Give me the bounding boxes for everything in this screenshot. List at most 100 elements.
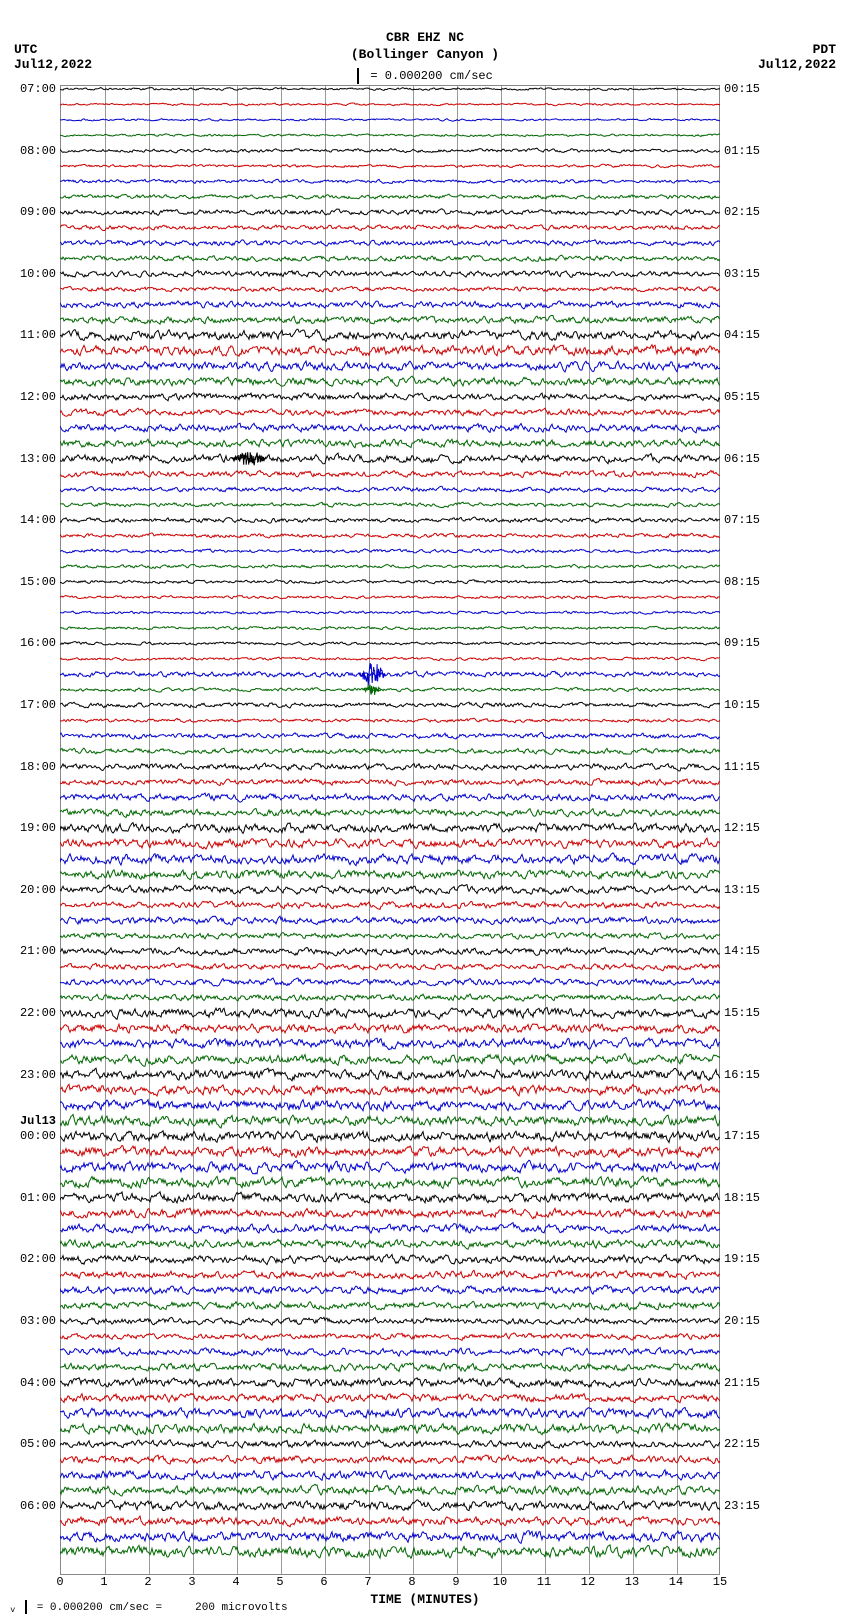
seismic-trace bbox=[60, 793, 720, 802]
tz-left-name: UTC bbox=[14, 42, 92, 57]
right-hour-label: 10:15 bbox=[724, 698, 760, 712]
seismic-trace bbox=[60, 134, 720, 137]
seismic-trace bbox=[60, 933, 720, 940]
x-tick-label: 8 bbox=[408, 1575, 415, 1589]
seismic-trace bbox=[60, 718, 720, 723]
right-hour-label: 12:15 bbox=[724, 821, 760, 835]
right-hour-labels: 00:1501:1502:1503:1504:1505:1506:1507:15… bbox=[722, 85, 850, 1575]
seismic-trace bbox=[60, 1208, 720, 1219]
left-hour-label: 23:00 bbox=[20, 1068, 56, 1082]
x-tick-label: 15 bbox=[713, 1575, 727, 1589]
seismic-trace bbox=[60, 1378, 720, 1388]
x-tick-label: 0 bbox=[56, 1575, 63, 1589]
seismic-trace bbox=[60, 1440, 720, 1449]
left-hour-label: 09:00 bbox=[20, 205, 56, 219]
right-hour-label: 01:15 bbox=[724, 144, 760, 158]
seismic-trace bbox=[60, 1054, 720, 1067]
seismic-trace bbox=[60, 1223, 720, 1234]
tz-right-date: Jul12,2022 bbox=[758, 57, 836, 72]
seismic-trace bbox=[60, 763, 720, 771]
seismic-trace bbox=[60, 1470, 720, 1481]
x-tick-label: 12 bbox=[581, 1575, 595, 1589]
seismic-trace bbox=[60, 1239, 720, 1249]
seismic-trace bbox=[60, 1145, 720, 1157]
seismic-trace bbox=[60, 1484, 720, 1496]
left-hour-label: 22:00 bbox=[20, 1006, 56, 1020]
seismic-trace bbox=[60, 1008, 720, 1020]
seismic-trace bbox=[60, 209, 720, 216]
seismic-trace bbox=[60, 838, 720, 849]
seismic-trace bbox=[60, 809, 720, 818]
left-hour-label: 19:00 bbox=[20, 821, 56, 835]
seismic-trace bbox=[60, 453, 720, 464]
footer-text-right: 200 microvolts bbox=[195, 1602, 287, 1614]
left-hour-label: 10:00 bbox=[20, 267, 56, 281]
seismic-event-burst bbox=[364, 685, 382, 695]
seismic-trace bbox=[60, 408, 720, 416]
seismic-trace bbox=[60, 517, 720, 523]
tz-left-block: UTC Jul12,2022 bbox=[14, 42, 92, 72]
left-hour-label: 13:00 bbox=[20, 452, 56, 466]
left-hour-label: 11:00 bbox=[20, 328, 56, 342]
right-hour-label: 16:15 bbox=[724, 1068, 760, 1082]
seismic-trace bbox=[60, 286, 720, 292]
tz-right-block: PDT Jul12,2022 bbox=[758, 42, 836, 72]
right-hour-label: 18:15 bbox=[724, 1191, 760, 1205]
seismic-trace bbox=[60, 596, 720, 599]
seismic-trace bbox=[60, 1038, 720, 1050]
x-tick-label: 13 bbox=[625, 1575, 639, 1589]
left-hour-label: 16:00 bbox=[20, 636, 56, 650]
seismic-trace bbox=[60, 1024, 720, 1034]
seismic-trace bbox=[60, 88, 720, 91]
seismic-trace bbox=[60, 225, 720, 231]
seismic-event-burst bbox=[359, 663, 385, 686]
seismic-trace bbox=[60, 1192, 720, 1203]
right-hour-label: 02:15 bbox=[724, 205, 760, 219]
left-hour-label: 08:00 bbox=[20, 144, 56, 158]
left-hour-label: 07:00 bbox=[20, 82, 56, 96]
right-hour-label: 00:15 bbox=[724, 82, 760, 96]
seismic-trace bbox=[60, 702, 720, 708]
seismic-trace bbox=[60, 994, 720, 1001]
seismic-trace bbox=[60, 270, 720, 277]
x-tick-label: 10 bbox=[493, 1575, 507, 1589]
station-code: CBR EHZ NC bbox=[0, 30, 850, 47]
x-tick-label: 6 bbox=[320, 1575, 327, 1589]
seismic-trace bbox=[60, 486, 720, 493]
seismic-trace bbox=[60, 823, 720, 834]
seismic-trace bbox=[60, 1363, 720, 1372]
seismic-trace bbox=[60, 255, 720, 261]
x-tick-label: 5 bbox=[276, 1575, 283, 1589]
seismic-trace bbox=[60, 564, 720, 568]
left-hour-label: 21:00 bbox=[20, 944, 56, 958]
seismic-trace bbox=[60, 611, 720, 614]
seismic-trace bbox=[60, 376, 720, 386]
seismic-trace bbox=[60, 148, 720, 153]
left-hour-label: 12:00 bbox=[20, 390, 56, 404]
seismic-trace bbox=[60, 549, 720, 553]
seismic-trace bbox=[60, 1545, 720, 1558]
station-location: (Bollinger Canyon ) bbox=[0, 47, 850, 64]
seismic-trace bbox=[60, 1500, 720, 1511]
right-hour-label: 04:15 bbox=[724, 328, 760, 342]
left-hour-label: 06:00 bbox=[20, 1499, 56, 1513]
right-hour-label: 20:15 bbox=[724, 1314, 760, 1328]
x-tick-label: 2 bbox=[144, 1575, 151, 1589]
seismic-trace bbox=[60, 1516, 720, 1527]
tz-left-date: Jul12,2022 bbox=[14, 57, 92, 72]
x-tick-label: 7 bbox=[364, 1575, 371, 1589]
footer-bar-icon bbox=[25, 1600, 27, 1614]
plot-area bbox=[60, 85, 720, 1575]
seismic-trace bbox=[60, 1270, 720, 1279]
left-hour-label: 18:00 bbox=[20, 760, 56, 774]
seismic-trace bbox=[60, 1254, 720, 1264]
right-hour-label: 05:15 bbox=[724, 390, 760, 404]
seismic-trace bbox=[60, 361, 720, 372]
seismic-trace bbox=[60, 533, 720, 538]
seismic-trace bbox=[60, 1131, 720, 1143]
left-hour-label: 20:00 bbox=[20, 883, 56, 897]
seismic-trace bbox=[60, 688, 720, 693]
seismic-trace bbox=[60, 329, 720, 341]
seismic-event-burst bbox=[232, 452, 267, 465]
right-hour-label: 15:15 bbox=[724, 1006, 760, 1020]
